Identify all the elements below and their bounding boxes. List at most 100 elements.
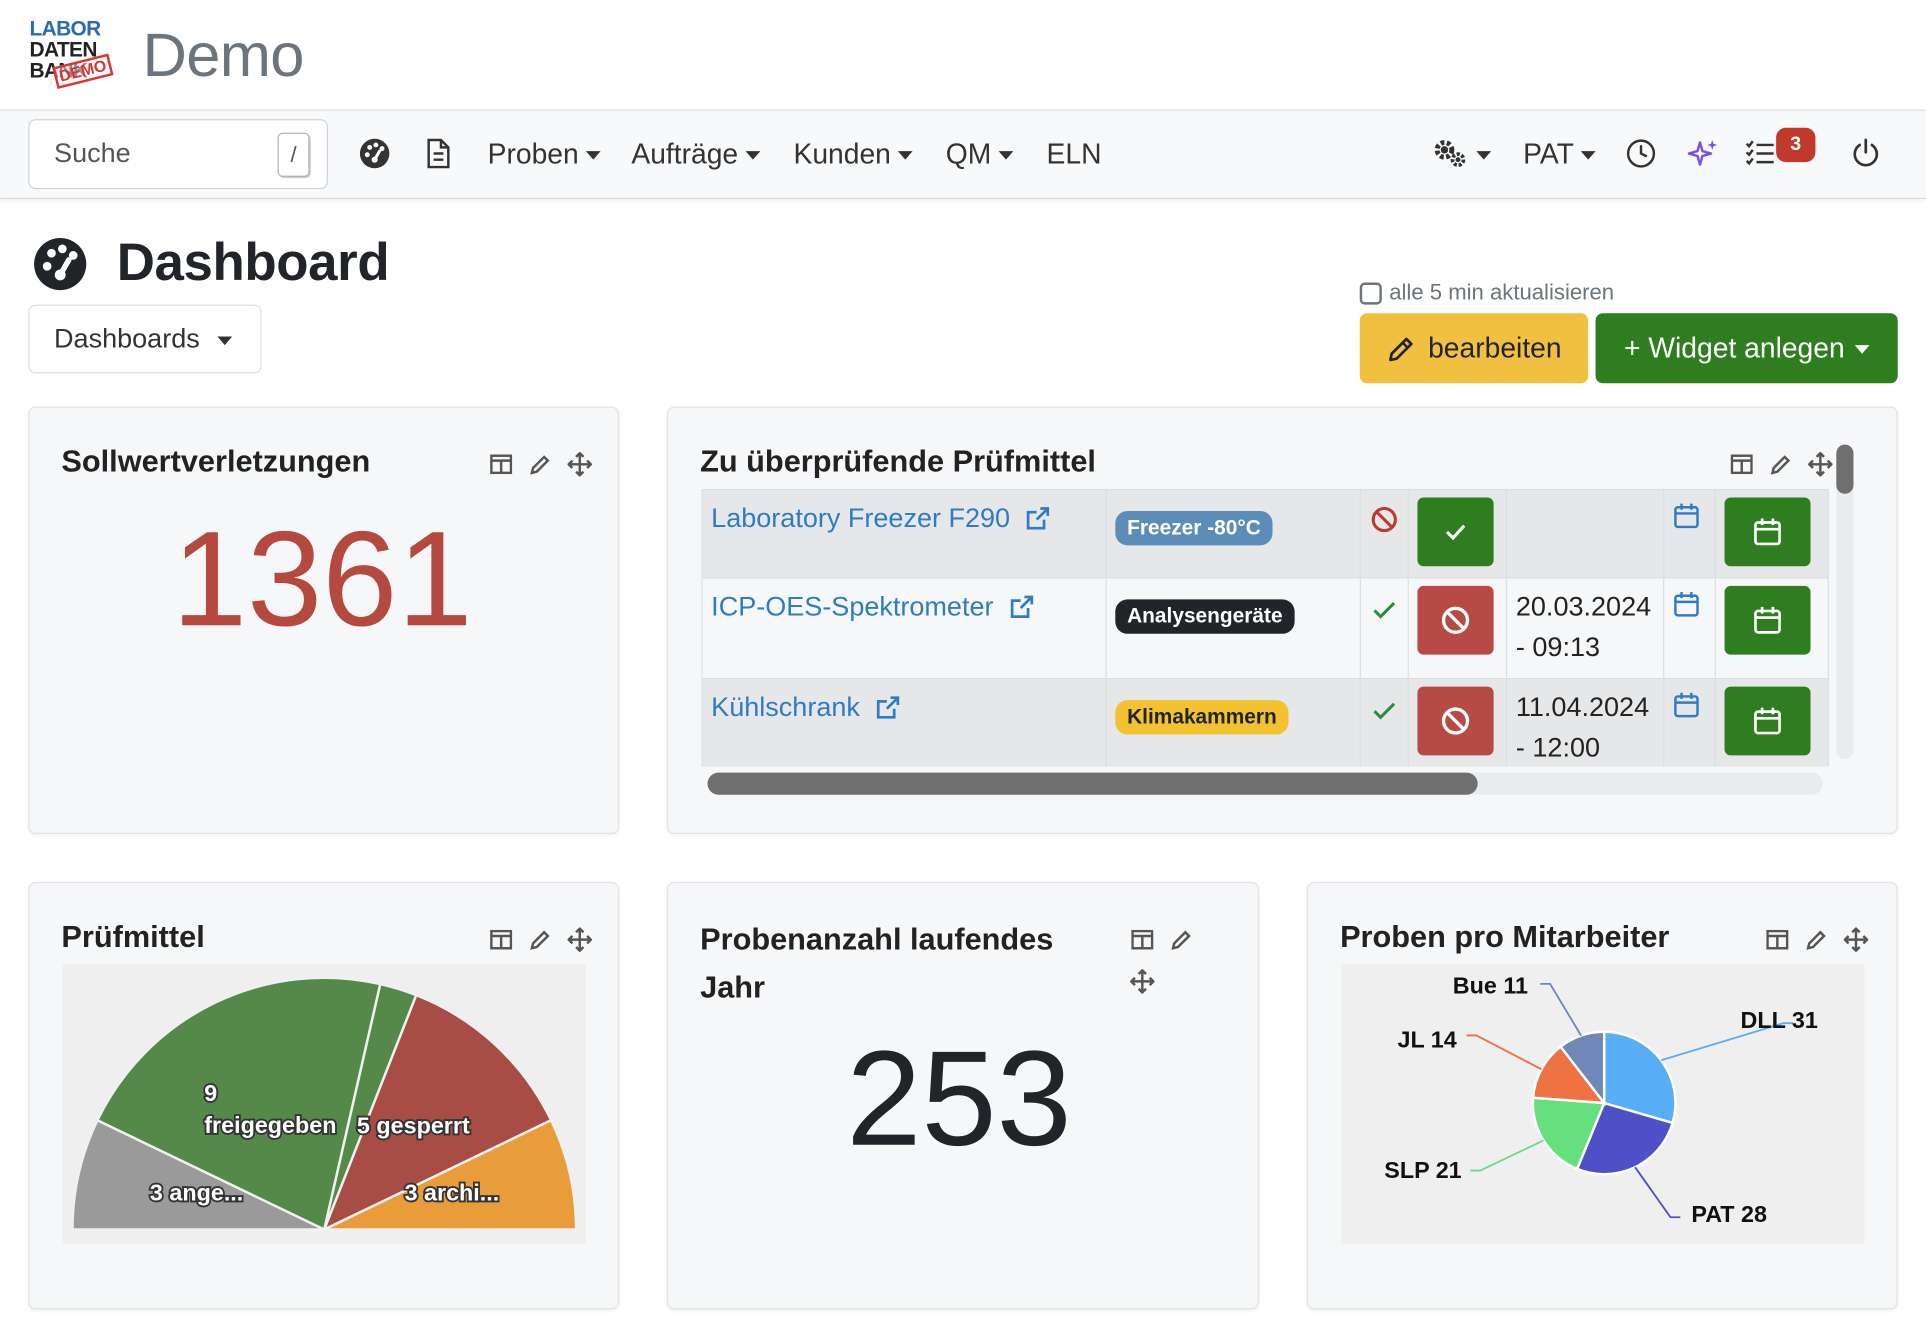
layout-icon[interactable] bbox=[486, 450, 515, 479]
add-widget-button[interactable]: + Widget anlegen bbox=[1595, 313, 1898, 384]
user-menu[interactable]: PAT bbox=[1523, 138, 1596, 171]
move-icon[interactable] bbox=[565, 450, 594, 479]
setpoint-violations-count: 1361 bbox=[171, 503, 473, 655]
pie-slice[interactable] bbox=[1602, 1030, 1677, 1125]
next-check-date: 11.04.2024 bbox=[1515, 691, 1650, 723]
layout-icon[interactable] bbox=[1763, 925, 1792, 954]
pencil-icon[interactable] bbox=[526, 450, 555, 479]
pie-slice[interactable] bbox=[95, 976, 382, 1232]
equipment-name-cell: ICP-OES-Spektrometer bbox=[701, 577, 1107, 680]
vertical-scrollbar[interactable] bbox=[1836, 444, 1854, 760]
equipment-table-viewport: Laboratory Freezer F290 Freezer -80°C bbox=[701, 488, 1829, 767]
ai-sparkle-icon[interactable] bbox=[1685, 138, 1719, 179]
approve-button[interactable] bbox=[1417, 497, 1494, 567]
pie-slice[interactable] bbox=[1575, 1101, 1675, 1176]
block-button[interactable] bbox=[1417, 585, 1494, 655]
layout-icon[interactable] bbox=[486, 925, 515, 954]
pie-slice[interactable] bbox=[321, 993, 553, 1232]
slice-label: JL 14 bbox=[1398, 1027, 1457, 1053]
check-icon bbox=[1373, 702, 1396, 720]
edit-dashboard-button[interactable]: bearbeiten bbox=[1359, 313, 1589, 384]
edit-dashboard-label: bearbeiten bbox=[1428, 331, 1562, 364]
equipment-link[interactable]: Laboratory Freezer F290 bbox=[711, 502, 1052, 534]
block-button[interactable] bbox=[1417, 686, 1494, 756]
label-connector bbox=[1540, 982, 1582, 1037]
app-logo[interactable]: LABOR DATEN BANK DEMO bbox=[29, 18, 114, 92]
brand-header: LABOR DATEN BANK DEMO Demo bbox=[29, 15, 304, 96]
pencil-icon[interactable] bbox=[1167, 925, 1196, 954]
menu-kunden[interactable]: Kunden bbox=[793, 138, 914, 171]
settings-menu[interactable] bbox=[1432, 138, 1492, 170]
next-check-time: - 09:13 bbox=[1515, 631, 1601, 663]
dashboard-icon[interactable] bbox=[359, 138, 391, 176]
category-badge: Analysengeräte bbox=[1114, 599, 1295, 634]
calendar-icon[interactable] bbox=[1673, 692, 1700, 719]
move-icon[interactable] bbox=[1128, 967, 1157, 996]
label-connector bbox=[1660, 1022, 1794, 1062]
menu-qm[interactable]: QM bbox=[946, 138, 1014, 171]
search-box[interactable]: / bbox=[28, 119, 328, 190]
widget-tools bbox=[1763, 925, 1871, 954]
calendar-icon[interactable] bbox=[1673, 591, 1700, 618]
calendar-cell bbox=[1663, 678, 1716, 767]
pie-slice[interactable] bbox=[71, 1118, 325, 1231]
chevron-down-icon bbox=[998, 151, 1014, 160]
calendar-icon bbox=[1754, 707, 1781, 735]
pencil-icon[interactable] bbox=[1802, 925, 1831, 954]
auto-refresh-label: alle 5 min aktualisieren bbox=[1389, 280, 1615, 305]
horizontal-scrollbar[interactable] bbox=[707, 772, 1823, 795]
schedule-cell bbox=[1714, 488, 1829, 579]
schedule-button[interactable] bbox=[1724, 497, 1811, 567]
move-icon[interactable] bbox=[1841, 925, 1870, 954]
calendar-cell bbox=[1663, 488, 1716, 579]
calendar-icon[interactable] bbox=[1673, 502, 1700, 529]
main-navbar: / Proben Aufträge Kunden QM ELN PAT 3 bbox=[0, 109, 1926, 199]
equipment-name: Laboratory Freezer F290 bbox=[711, 502, 1011, 534]
pie-slice[interactable] bbox=[323, 1118, 578, 1231]
user-menu-label: PAT bbox=[1523, 137, 1574, 170]
pencil-icon[interactable] bbox=[526, 925, 555, 954]
menu-proben[interactable]: Proben bbox=[488, 138, 601, 171]
equipment-link[interactable]: ICP-OES-Spektrometer bbox=[711, 591, 1035, 623]
move-icon[interactable] bbox=[565, 925, 594, 954]
power-icon[interactable] bbox=[1850, 138, 1882, 176]
slice-label: DLL 31 bbox=[1741, 1007, 1818, 1033]
blocked-icon bbox=[1442, 606, 1470, 634]
equipment-name-cell: Kühlschrank bbox=[701, 678, 1107, 767]
pie-slice[interactable] bbox=[1558, 1030, 1606, 1107]
slice-label: PAT 28 bbox=[1691, 1201, 1767, 1227]
scrollbar-thumb[interactable] bbox=[1836, 444, 1854, 494]
widget-tools bbox=[486, 925, 594, 954]
label-connector bbox=[1466, 1034, 1542, 1071]
equipment-name: ICP-OES-Spektrometer bbox=[711, 590, 994, 622]
date-cell: 20.03.2024 - 09:13 bbox=[1506, 577, 1665, 680]
equipment-link[interactable]: Kühlschrank bbox=[711, 692, 901, 724]
pencil-icon[interactable] bbox=[1766, 450, 1795, 479]
category-badge: Freezer -80°C bbox=[1114, 510, 1274, 546]
widget-title: Prüfmittel bbox=[61, 919, 205, 955]
category-cell: Klimakammern bbox=[1104, 678, 1362, 767]
tasks-icon[interactable] bbox=[1744, 138, 1776, 176]
document-icon[interactable] bbox=[425, 138, 452, 176]
pie-slice[interactable] bbox=[1531, 1096, 1606, 1171]
schedule-button[interactable] bbox=[1724, 686, 1811, 756]
menu-auftraege-label: Aufträge bbox=[631, 137, 739, 170]
table-row: Kühlschrank Klimakammern 11.04.2024 - 12:… bbox=[701, 678, 1829, 767]
external-link-icon bbox=[1027, 507, 1050, 530]
search-input[interactable] bbox=[54, 137, 276, 170]
menu-eln[interactable]: ELN bbox=[1047, 138, 1102, 171]
auto-refresh-checkbox[interactable] bbox=[1359, 281, 1382, 305]
auto-refresh-option[interactable]: alle 5 min aktualisieren bbox=[1359, 280, 1615, 306]
dashboards-dropdown[interactable]: Dashboards bbox=[28, 304, 262, 374]
layout-icon[interactable] bbox=[1128, 925, 1157, 954]
menu-auftraege[interactable]: Aufträge bbox=[631, 137, 761, 171]
schedule-button[interactable] bbox=[1724, 585, 1811, 655]
history-icon[interactable] bbox=[1625, 138, 1657, 176]
category-cell: Freezer -80°C bbox=[1104, 488, 1362, 579]
layout-icon[interactable] bbox=[1727, 450, 1756, 479]
widget-tools bbox=[486, 450, 594, 479]
scrollbar-thumb[interactable] bbox=[707, 772, 1478, 795]
move-icon[interactable] bbox=[1806, 450, 1835, 479]
chevron-down-icon bbox=[1581, 151, 1596, 160]
